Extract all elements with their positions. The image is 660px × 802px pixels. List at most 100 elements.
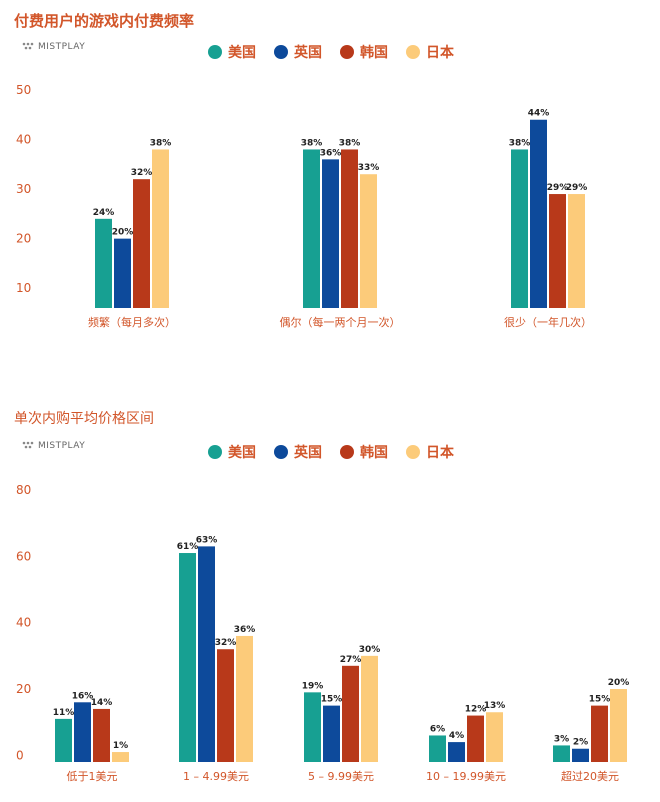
bar-jp xyxy=(360,174,377,308)
bar-kr xyxy=(341,149,358,308)
legend-item-uk: 英国 xyxy=(274,442,322,462)
data-label: 19% xyxy=(302,681,324,691)
brand-mark-icon xyxy=(22,42,34,50)
data-label: 38% xyxy=(301,138,323,148)
chart2-title: 单次内购平均价格区间 xyxy=(14,411,154,427)
bar-us xyxy=(303,149,320,308)
legend-label-kr: 韩国 xyxy=(360,45,388,61)
legend-swatch-uk xyxy=(274,45,288,59)
data-label: 6% xyxy=(430,724,445,734)
x-tick-label: 偶尔（每一两个月一次） xyxy=(280,315,401,329)
bar-jp xyxy=(486,712,503,762)
legend-item-jp: 日本 xyxy=(406,42,454,62)
bar-kr xyxy=(342,665,359,762)
legend-label-uk: 英国 xyxy=(294,45,322,61)
data-label: 36% xyxy=(234,625,256,635)
y-tick-label: 80 xyxy=(16,483,31,497)
data-label: 30% xyxy=(359,645,381,655)
legend-label-jp: 日本 xyxy=(426,445,454,461)
bar-uk xyxy=(198,546,215,762)
data-label: 11% xyxy=(53,708,75,718)
x-tick-label: 频繁（每月多次） xyxy=(88,315,176,329)
data-label: 20% xyxy=(608,678,630,688)
data-label: 4% xyxy=(449,731,464,741)
bar-uk xyxy=(448,742,465,762)
chart2-legend: 美国 英国 韩国 日本 xyxy=(208,442,472,462)
bar-us xyxy=(95,218,112,308)
x-tick-label: 1 – 4.99美元 xyxy=(183,770,249,783)
data-label: 38% xyxy=(150,138,172,148)
bar-us xyxy=(553,745,570,762)
data-label: 2% xyxy=(573,738,588,748)
brand-name: MISTPLAY xyxy=(38,42,86,52)
bar-kr xyxy=(467,715,484,762)
legend-label-kr: 韩国 xyxy=(360,445,388,461)
bar-jp xyxy=(112,752,129,762)
data-label: 12% xyxy=(465,705,487,715)
bar-uk xyxy=(322,159,339,308)
legend-swatch-us xyxy=(208,445,222,459)
bar-kr xyxy=(217,649,234,762)
y-tick-label: 20 xyxy=(16,682,31,696)
legend-label-uk: 英国 xyxy=(294,445,322,461)
y-tick-label: 0 xyxy=(16,748,24,762)
x-tick-label: 低于1美元 xyxy=(67,770,118,783)
brand-name: MISTPLAY xyxy=(38,441,86,451)
bar-us xyxy=(304,692,321,762)
data-label: 44% xyxy=(528,109,550,119)
bar-us xyxy=(429,735,446,762)
data-label: 33% xyxy=(358,163,380,173)
legend-swatch-jp xyxy=(406,45,420,59)
data-label: 36% xyxy=(320,148,342,158)
data-label: 32% xyxy=(215,638,237,648)
x-tick-label: 超过20美元 xyxy=(561,769,619,783)
data-label: 13% xyxy=(484,701,506,711)
data-label: 20% xyxy=(112,228,134,238)
bar-us xyxy=(179,553,196,762)
y-tick-label: 50 xyxy=(16,83,31,97)
y-tick-label: 40 xyxy=(16,616,31,630)
x-tick-label: 很少（一年几次） xyxy=(504,315,592,329)
data-label: 15% xyxy=(589,695,611,705)
bar-us xyxy=(55,718,72,762)
data-label: 14% xyxy=(91,698,113,708)
data-label: 32% xyxy=(131,168,153,178)
data-label: 1% xyxy=(113,741,128,751)
bar-uk xyxy=(114,238,131,308)
y-tick-label: 10 xyxy=(16,281,31,295)
bar-jp xyxy=(152,149,169,308)
legend-item-uk: 英国 xyxy=(274,42,322,62)
data-label: 15% xyxy=(321,695,343,705)
frequency-chart: 102030405024%20%32%38%频繁（每月多次）38%36%38%3… xyxy=(16,83,592,329)
y-tick-label: 40 xyxy=(16,133,31,147)
price-range-chart: 0 20 40 60 80 11% 16%14% 1% 低于1美元 61%63% 32% 36% 1 –… xyxy=(16,483,630,783)
bar-jp xyxy=(236,635,253,762)
legend-swatch-kr xyxy=(340,445,354,459)
legend-item-jp: 日本 xyxy=(406,442,454,462)
chart1-title: 付费用户的游戏内付费频率 xyxy=(14,12,195,30)
brand-mark-icon xyxy=(22,441,34,449)
legend-label-us: 美国 xyxy=(228,445,256,461)
bar-kr xyxy=(591,705,608,762)
legend-swatch-us xyxy=(208,45,222,59)
bar-jp xyxy=(361,655,378,762)
bar-kr xyxy=(133,179,150,308)
data-label: 27% xyxy=(340,655,362,665)
data-label: 38% xyxy=(509,138,531,148)
y-tick-label: 20 xyxy=(16,232,31,246)
bar-kr xyxy=(93,708,110,762)
x-tick-label: 5 – 9.99美元 xyxy=(308,770,374,783)
legend-item-kr: 韩国 xyxy=(340,442,388,462)
x-tick-label: 10 – 19.99美元 xyxy=(426,770,506,783)
brand-logo-2: MISTPLAY xyxy=(22,441,85,451)
bar-jp xyxy=(610,689,627,762)
data-label: 38% xyxy=(339,138,361,148)
data-label: 16% xyxy=(72,691,94,701)
bar-uk xyxy=(74,702,91,762)
legend-label-us: 美国 xyxy=(228,45,256,61)
data-label: 61% xyxy=(177,542,199,552)
y-tick-label: 30 xyxy=(16,182,31,196)
bar-kr xyxy=(549,194,566,308)
legend-item-kr: 韩国 xyxy=(340,42,388,62)
bar-us xyxy=(511,149,528,308)
